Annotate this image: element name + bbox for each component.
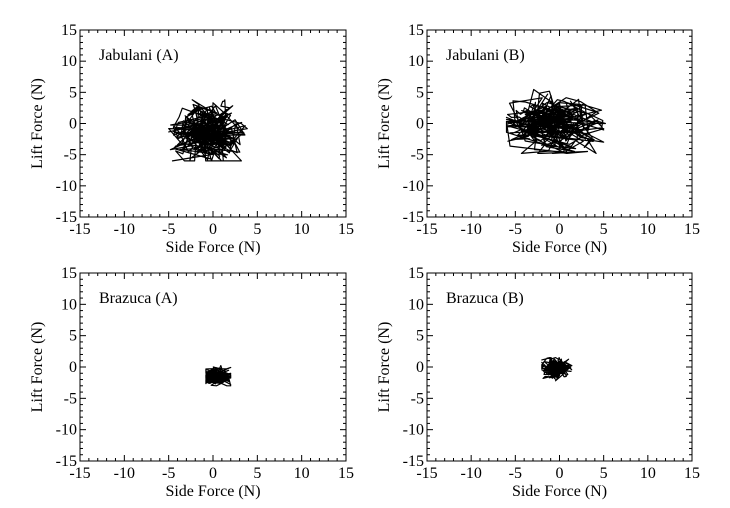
y-tick-label: 5 xyxy=(416,328,424,345)
y-tick-label: 0 xyxy=(69,116,77,133)
y-tick-label: 5 xyxy=(69,328,77,345)
y-tick-label: 15 xyxy=(408,265,424,282)
y-tick-label: 10 xyxy=(408,53,424,70)
x-tick-label: 0 xyxy=(209,221,217,238)
x-tick-label: 5 xyxy=(253,221,261,238)
x-tick-label: -5 xyxy=(509,465,522,482)
chart-panel-brazuca-b: -15 -10 -5 0 5 10 15 15 10 5 0 -5 -10 -15 Side Force (… xyxy=(376,265,700,500)
y-axis-title: Lift Force (N) xyxy=(29,78,46,169)
x-tick-label: -5 xyxy=(162,221,175,238)
y-tick-label: -15 xyxy=(403,453,424,470)
panel-title: Brazuca (A) xyxy=(99,290,178,307)
x-axis-title: Side Force (N) xyxy=(512,483,607,500)
y-tick-label: 5 xyxy=(416,84,424,101)
chart-panel-jabulani-b: -15 -10 -5 0 5 10 15 15 10 5 0 -5 -10 -15 Side Force (… xyxy=(376,22,700,256)
x-tick-label: 10 xyxy=(294,221,310,238)
x-tick-label: 0 xyxy=(556,221,564,238)
force-trace-brazuca-a xyxy=(205,365,232,387)
x-tick-label: -10 xyxy=(114,465,135,482)
force-trace-jabulani-a xyxy=(168,99,248,162)
x-tick-label: 15 xyxy=(338,465,354,482)
x-tick-label: 0 xyxy=(556,465,564,482)
y-tick-label: 0 xyxy=(69,359,77,376)
y-tick-label: 15 xyxy=(61,265,77,282)
x-tick-label: -15 xyxy=(416,465,437,482)
chart-panel-brazuca-a: -15 -10 -5 0 5 10 15 15 10 5 0 -5 -10 -15 Side Force (… xyxy=(29,265,354,500)
y-tick-label: 15 xyxy=(61,22,77,39)
y-axis-title: Lift Force (N) xyxy=(376,78,393,169)
panel-title: Brazuca (B) xyxy=(446,290,524,307)
x-tick-label: -10 xyxy=(114,221,135,238)
x-tick-label: -10 xyxy=(461,221,482,238)
y-tick-label: -10 xyxy=(56,178,77,195)
y-tick-label: -15 xyxy=(403,209,424,226)
x-tick-label: 15 xyxy=(338,221,354,238)
panel-title: Jabulani (A) xyxy=(99,47,179,64)
x-tick-label: 15 xyxy=(684,465,700,482)
x-tick-label: 10 xyxy=(294,465,310,482)
y-tick-label: -5 xyxy=(64,147,77,164)
x-tick-label: 5 xyxy=(253,465,261,482)
y-tick-label: -5 xyxy=(64,390,77,407)
chart-panel-jabulani-a: -15 -10 -5 0 5 10 15 15 10 5 0 -5 -10 -15 Side Force (… xyxy=(29,22,354,256)
y-tick-label: 10 xyxy=(408,296,424,313)
y-tick-label: -15 xyxy=(56,453,77,470)
y-tick-label: -5 xyxy=(411,147,424,164)
x-axis-title: Side Force (N) xyxy=(165,483,260,500)
y-tick-label: 0 xyxy=(416,116,424,133)
x-tick-label: -10 xyxy=(461,465,482,482)
x-tick-label: -5 xyxy=(162,465,175,482)
x-tick-label: 5 xyxy=(600,465,608,482)
y-tick-label: -10 xyxy=(403,422,424,439)
x-axis-title: Side Force (N) xyxy=(512,239,607,256)
y-tick-label: 10 xyxy=(61,296,77,313)
x-tick-label: -15 xyxy=(69,465,90,482)
y-tick-label: 10 xyxy=(61,53,77,70)
force-trace-brazuca-b xyxy=(541,357,573,382)
panel-title: Jabulani (B) xyxy=(446,47,525,64)
x-tick-label: 5 xyxy=(600,221,608,238)
x-tick-label: -5 xyxy=(509,221,522,238)
y-tick-label: -5 xyxy=(411,390,424,407)
x-tick-label: 10 xyxy=(640,221,656,238)
y-tick-label: 15 xyxy=(408,22,424,39)
x-tick-label: 15 xyxy=(684,221,700,238)
x-axis-title: Side Force (N) xyxy=(165,239,260,256)
x-tick-label: 0 xyxy=(209,465,217,482)
y-tick-label: 5 xyxy=(69,84,77,101)
y-tick-label: -10 xyxy=(403,178,424,195)
y-axis-title: Lift Force (N) xyxy=(376,322,393,413)
x-tick-label: 10 xyxy=(640,465,656,482)
y-axis-title: Lift Force (N) xyxy=(29,322,46,413)
y-tick-label: -10 xyxy=(56,422,77,439)
y-tick-label: 0 xyxy=(416,359,424,376)
y-tick-label: -15 xyxy=(56,209,77,226)
force-trace-jabulani-b xyxy=(505,88,606,154)
x-tick-label: -15 xyxy=(416,221,437,238)
x-tick-label: -15 xyxy=(69,221,90,238)
